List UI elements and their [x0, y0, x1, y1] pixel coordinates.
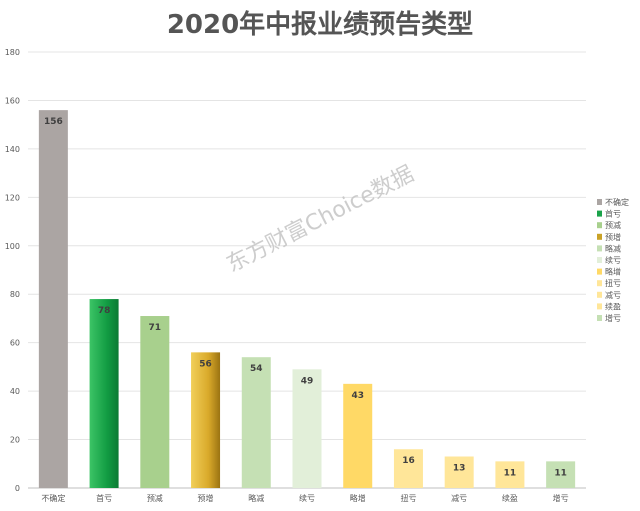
y-tick-label: 40 [10, 387, 20, 396]
y-tick-label: 140 [5, 145, 20, 154]
y-tick-label: 160 [5, 96, 20, 105]
legend-swatch [597, 280, 602, 287]
data-label: 56 [199, 359, 212, 369]
legend-label: 续盈 [605, 301, 621, 311]
y-tick-label: 20 [10, 436, 20, 445]
bar [343, 383, 373, 488]
legend-swatch [597, 257, 602, 263]
legend-label: 预增 [605, 232, 621, 242]
data-label: 16 [402, 456, 415, 466]
legend-swatch [597, 268, 602, 275]
legend-label: 扭亏 [605, 278, 621, 288]
legend-label: 预减 [605, 220, 621, 230]
data-label: 13 [453, 464, 466, 474]
y-tick-label: 0 [15, 484, 20, 493]
legend-swatch [597, 222, 602, 229]
y-tick-label: 60 [10, 339, 20, 348]
chart-title: 2020年中报业绩预告类型 [166, 10, 474, 40]
data-label: 43 [351, 391, 364, 401]
data-label: 11 [554, 468, 567, 478]
y-tick-label: 100 [5, 242, 20, 251]
bar [292, 369, 322, 488]
x-tick-label: 不确定 [41, 493, 65, 503]
data-label: 156 [44, 117, 63, 127]
x-tick-label: 预增 [198, 493, 214, 503]
data-label: 11 [504, 468, 517, 478]
x-tick-label: 扭亏 [400, 493, 416, 503]
bar [191, 352, 221, 488]
bar [89, 299, 119, 488]
legend-swatch [597, 233, 602, 240]
data-label: 54 [250, 364, 263, 374]
legend-swatch [597, 315, 602, 321]
legend-label: 不确定 [605, 197, 629, 207]
data-label: 71 [149, 323, 162, 333]
x-tick-label: 略增 [350, 493, 366, 503]
x-tick-label: 略减 [248, 493, 264, 503]
legend-swatch [597, 210, 602, 217]
x-tick-label: 续亏 [299, 493, 315, 503]
x-tick-label: 首亏 [96, 493, 112, 503]
data-label: 49 [301, 376, 314, 386]
x-tick-label: 预减 [147, 493, 163, 503]
legend-swatch [597, 199, 602, 205]
legend-label: 略增 [605, 267, 621, 277]
legend-label: 增亏 [605, 313, 621, 323]
legend-swatch [597, 245, 602, 252]
legend-label: 首亏 [605, 209, 621, 219]
bar [546, 461, 576, 488]
y-tick-label: 80 [10, 290, 20, 299]
legend-swatch [597, 303, 602, 310]
x-tick-label: 增亏 [553, 493, 569, 503]
legend-swatch [597, 291, 602, 298]
y-tick-label: 120 [5, 193, 20, 202]
legend-label: 续亏 [605, 255, 621, 265]
bar [140, 316, 170, 488]
bar [495, 461, 525, 488]
legend-label: 略减 [605, 243, 621, 253]
legend-label: 减亏 [605, 290, 621, 300]
bar [241, 357, 271, 488]
data-label: 78 [98, 306, 111, 316]
bar [444, 456, 474, 488]
x-tick-label: 续盈 [502, 493, 518, 503]
y-tick-label: 180 [5, 48, 20, 57]
bar [393, 449, 423, 488]
x-tick-label: 减亏 [451, 493, 467, 503]
bar [38, 110, 68, 488]
